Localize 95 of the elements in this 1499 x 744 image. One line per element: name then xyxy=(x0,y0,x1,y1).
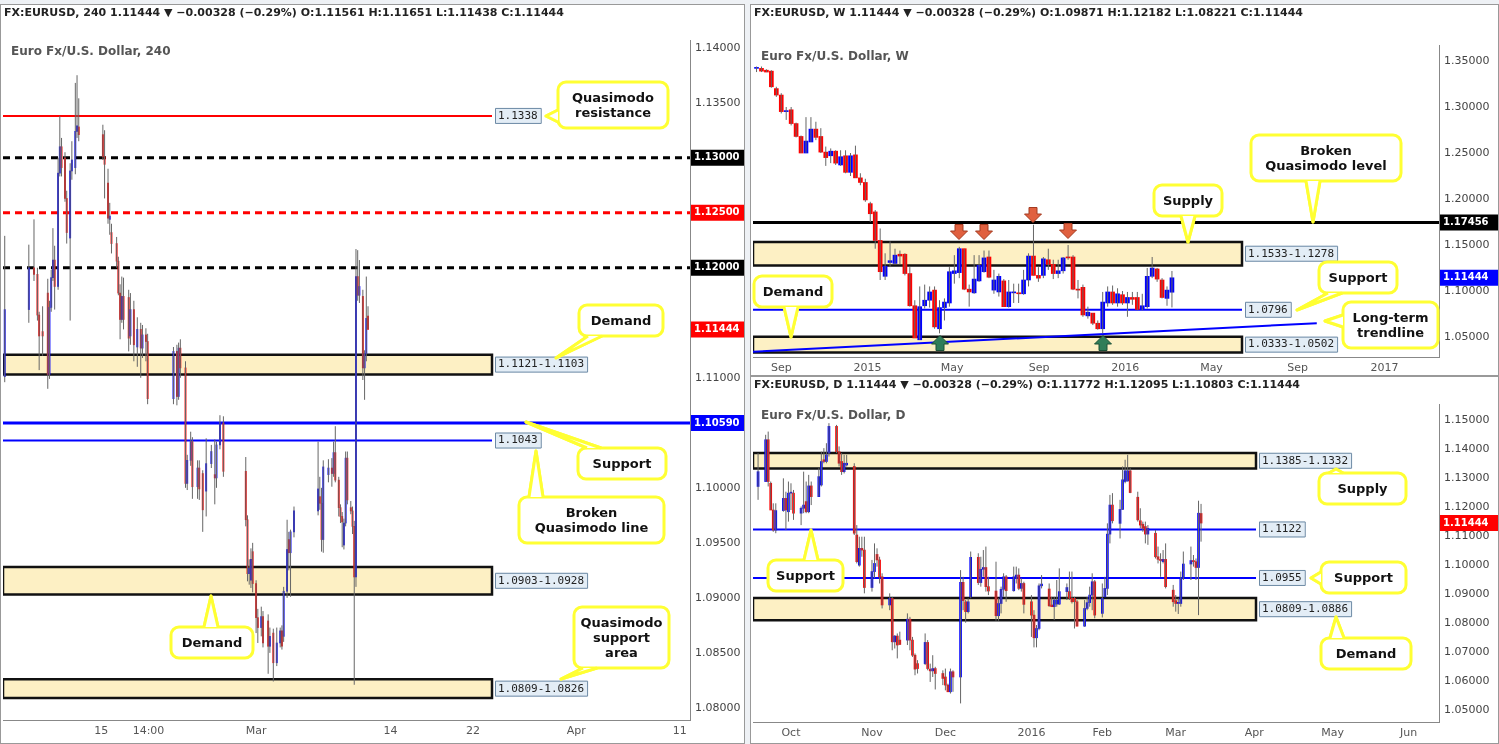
ref-line-label: 1.1122 xyxy=(1262,522,1302,536)
band-label: 1.1385-1.1332 xyxy=(1262,453,1349,467)
x-tick-label: 2016 xyxy=(1017,726,1046,740)
y-tick-label: 1.15000 xyxy=(1444,412,1490,426)
x-tick-label: Apr xyxy=(1244,726,1265,740)
x-tick-label: Jun xyxy=(1399,726,1418,740)
y-tick-label: 1.06000 xyxy=(1444,673,1490,687)
text: 1.11444 xyxy=(1443,516,1489,528)
band-label: 1.0809-1.0826 xyxy=(498,681,585,695)
chart-subtitle: Euro Fx/U.S. Dollar, W xyxy=(761,49,909,64)
y-tick-label: 1.05000 xyxy=(1444,702,1490,716)
annotation: Support xyxy=(591,456,653,471)
x-tick-label: 11 xyxy=(672,724,687,738)
y-tick-label: 1.20000 xyxy=(1444,191,1490,205)
x-tick-label: Sep xyxy=(770,361,792,375)
annotation: Support xyxy=(775,568,836,583)
y-tick-label: 1.08500 xyxy=(695,645,741,659)
x-tick-label: Oct xyxy=(781,726,802,740)
annotation: Supply xyxy=(1161,193,1215,208)
candlestick xyxy=(783,106,789,121)
annotation: Quasimodo resistance xyxy=(571,90,655,120)
x-tick-label: 15 xyxy=(94,724,109,738)
annotation: Supply xyxy=(1336,481,1389,496)
x-tick-label: Apr xyxy=(566,724,587,738)
ref-line-label: 1.0796 xyxy=(1248,302,1288,316)
ref-line-label: 1.12500 xyxy=(694,206,740,218)
y-tick-label: 1.05000 xyxy=(1444,329,1490,343)
ref-line-label: 1.1338 xyxy=(498,108,538,122)
y-tick-label: 1.09000 xyxy=(1444,586,1490,600)
band-label: 1.0333-1.0502 xyxy=(1248,337,1335,351)
annotation: Broken Quasimodo level xyxy=(1264,143,1388,173)
annotation: Quasimodo support area xyxy=(579,615,664,660)
x-tick-label: Dec xyxy=(934,726,957,740)
x-tick-label: May xyxy=(1321,726,1345,740)
x-tick-label: Sep xyxy=(1287,361,1309,375)
y-tick-label: 1.35000 xyxy=(1444,53,1490,67)
y-tick-label: 1.09000 xyxy=(695,590,741,604)
ref-line-label: 1.1043 xyxy=(498,433,538,447)
x-tick-label: 2015 xyxy=(853,361,882,375)
annotation: Support xyxy=(1333,570,1394,585)
band-label: 1.1533-1.1278 xyxy=(1248,246,1335,260)
x-tick-label: 2017 xyxy=(1370,361,1399,375)
annotation: Demand xyxy=(589,313,653,328)
y-tick-label: 1.08000 xyxy=(1444,615,1490,629)
annotation: Demand xyxy=(180,635,244,650)
candlestick xyxy=(848,152,853,177)
annotation: Broken Quasimodo line xyxy=(533,505,650,535)
ref-line-label: 1.17456 xyxy=(1443,216,1489,228)
x-tick-label: May xyxy=(940,361,965,375)
y-tick-label: 1.10000 xyxy=(1444,283,1490,297)
chart-title: FX:EURUSD, 240 1.11444 ▼ −0.00328 (−0.29%) O:1.11561 H:1.11651 L:1.11438 C:1.11444 xyxy=(4,6,564,19)
ref-line-label: 1.0955 xyxy=(1262,570,1302,584)
band-label: 1.0903-1.0928 xyxy=(498,573,585,587)
y-tick-label: 1.09500 xyxy=(695,535,741,549)
y-tick-label: 1.11000 xyxy=(695,370,741,384)
chart-subtitle: Euro Fx/U.S. Dollar, 240 xyxy=(11,44,171,59)
y-tick-label: 1.25000 xyxy=(1444,145,1490,159)
x-tick-label: 14:00 xyxy=(132,724,165,738)
y-tick-label: 1.10000 xyxy=(1444,557,1490,571)
annotation: Demand xyxy=(1334,646,1398,661)
chart-subtitle: Euro Fx/U.S. Dollar, D xyxy=(761,408,906,423)
x-tick-label: Mar xyxy=(245,724,267,738)
text: 1.11444 xyxy=(694,322,740,334)
candlestick xyxy=(843,149,848,174)
y-tick-label: 1.14000 xyxy=(1444,441,1490,455)
candlestick xyxy=(1041,256,1046,279)
y-tick-label: 1.07000 xyxy=(1444,644,1490,658)
x-tick-label: Feb xyxy=(1092,726,1113,740)
candlestick xyxy=(1055,259,1061,279)
band-label: 1.1121-1.1103 xyxy=(498,357,585,371)
y-tick-label: 1.13000 xyxy=(1444,470,1490,484)
y-tick-label: 1.11000 xyxy=(1444,528,1490,542)
y-tick-label: 1.15000 xyxy=(1444,237,1490,251)
chart-title: FX:EURUSD, D 1.11444 ▼ −0.00328 (−0.29%) O:1.11772 H:1.12095 L:1.10803 C:1.11444 xyxy=(754,378,1301,391)
y-tick-label: 1.12000 xyxy=(1444,499,1490,513)
band-label: 1.0809-1.0886 xyxy=(1262,602,1349,616)
y-tick-label: 1.14000 xyxy=(695,40,741,54)
y-tick-label: 1.10000 xyxy=(695,480,741,494)
x-tick-label: Nov xyxy=(861,726,884,740)
annotation: Support xyxy=(1327,270,1389,285)
candlestick xyxy=(1016,283,1021,304)
x-tick-label: 2016 xyxy=(1111,361,1140,375)
ref-line-label: 1.10590 xyxy=(694,416,740,428)
x-tick-label: May xyxy=(1200,361,1224,375)
annotation: Long-term trendline xyxy=(1351,310,1430,340)
y-tick-label: 1.13500 xyxy=(695,95,741,109)
x-tick-label: Sep xyxy=(1028,361,1050,375)
y-tick-label: 1.08000 xyxy=(695,700,741,714)
x-tick-label: Mar xyxy=(1165,726,1187,740)
chart-title: FX:EURUSD, W 1.11444 ▼ −0.00328 (−0.29%) O:1.09871 H:1.12182 L:1.08221 C:1.11444 xyxy=(754,6,1304,19)
x-tick-label: 22 xyxy=(466,724,481,738)
text: 1.11444 xyxy=(1443,271,1489,283)
annotation: Demand xyxy=(761,284,825,299)
y-tick-label: 1.30000 xyxy=(1444,99,1490,113)
x-tick-label: 14 xyxy=(383,724,398,738)
